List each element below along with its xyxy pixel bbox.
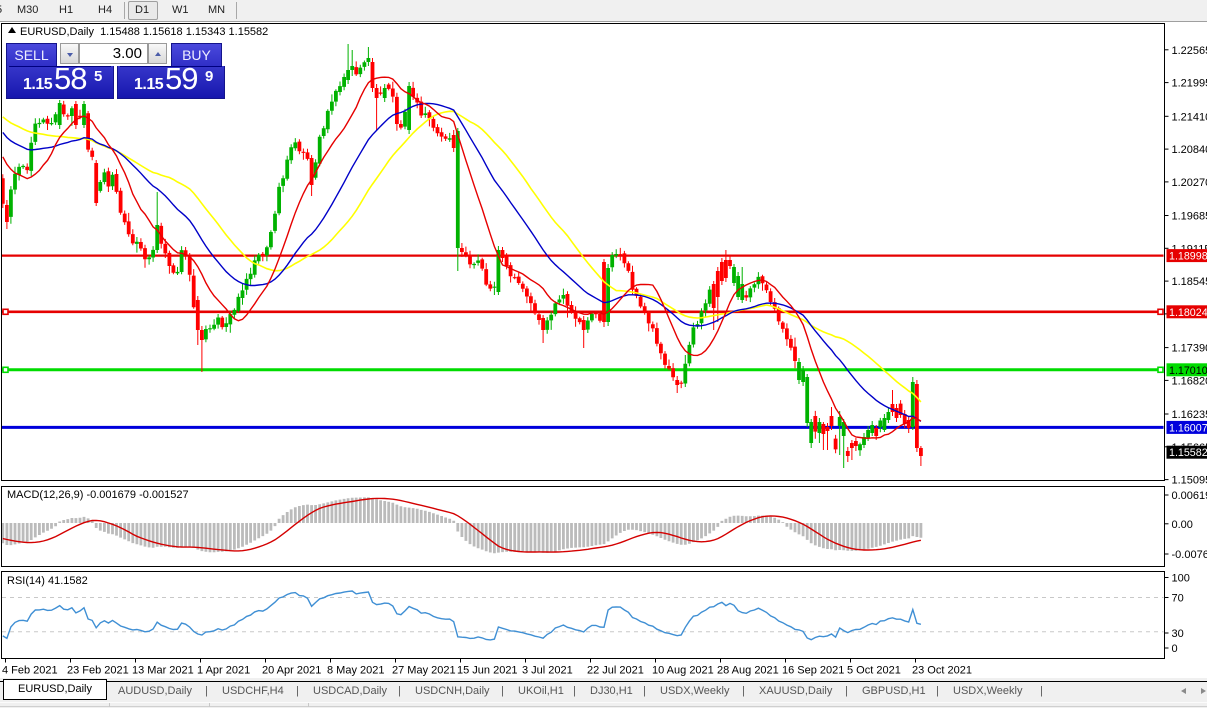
svg-text:20 Apr 2021: 20 Apr 2021 xyxy=(262,665,321,677)
svg-text:23 Oct 2021: 23 Oct 2021 xyxy=(912,665,972,677)
svg-text:1.15582: 1.15582 xyxy=(1169,447,1207,459)
svg-text:1.22565: 1.22565 xyxy=(1172,45,1207,57)
svg-text:EURUSD,Daily 1.15488 1.15618: EURUSD,Daily 1.15488 1.15618 1.15343 1.1… xyxy=(20,26,268,38)
svg-text:23 Feb 2021: 23 Feb 2021 xyxy=(67,665,129,677)
svg-text:22 Jul 2021: 22 Jul 2021 xyxy=(587,665,644,677)
svg-text:8 May 2021: 8 May 2021 xyxy=(327,665,384,677)
svg-text:1.21995: 1.21995 xyxy=(1172,78,1207,90)
svg-text:27 May 2021: 27 May 2021 xyxy=(392,665,456,677)
svg-text:3 Jul 2021: 3 Jul 2021 xyxy=(522,665,573,677)
svg-text:1.17390: 1.17390 xyxy=(1172,343,1207,355)
svg-text:1.18024: 1.18024 xyxy=(1169,307,1207,319)
svg-text:1.18998: 1.18998 xyxy=(1169,251,1207,263)
svg-text:RSI(14) 41.1582: RSI(14) 41.1582 xyxy=(7,575,88,587)
svg-text:15 Jun 2021: 15 Jun 2021 xyxy=(457,665,518,677)
svg-text:10 Aug 2021: 10 Aug 2021 xyxy=(652,665,714,677)
svg-text:70: 70 xyxy=(1172,593,1184,605)
svg-text:1.21410: 1.21410 xyxy=(1172,111,1207,123)
svg-text:1.16820: 1.16820 xyxy=(1172,375,1207,387)
svg-text:-0.007621: -0.007621 xyxy=(1172,549,1207,561)
svg-text:4 Feb 2021: 4 Feb 2021 xyxy=(2,665,58,677)
svg-text:MACD(12,26,9) -0.001679 -0.001: MACD(12,26,9) -0.001679 -0.001527 xyxy=(7,489,189,501)
svg-text:1.18545: 1.18545 xyxy=(1172,276,1207,288)
svg-text:30: 30 xyxy=(1172,628,1184,640)
svg-text:100: 100 xyxy=(1172,573,1190,585)
svg-text:16 Sep 2021: 16 Sep 2021 xyxy=(782,665,844,677)
svg-text:13 Mar 2021: 13 Mar 2021 xyxy=(132,665,194,677)
svg-text:1.17010: 1.17010 xyxy=(1169,365,1207,377)
svg-text:1.16007: 1.16007 xyxy=(1169,422,1207,434)
svg-text:28 Aug 2021: 28 Aug 2021 xyxy=(717,665,779,677)
svg-text:5 Oct 2021: 5 Oct 2021 xyxy=(847,665,901,677)
svg-text:1.16235: 1.16235 xyxy=(1172,409,1207,421)
svg-text:0.00: 0.00 xyxy=(1172,519,1193,531)
svg-text:1.19685: 1.19685 xyxy=(1172,211,1207,223)
svg-text:1.15095: 1.15095 xyxy=(1172,475,1207,487)
svg-text:1 Apr 2021: 1 Apr 2021 xyxy=(197,665,250,677)
svg-text:0.006193: 0.006193 xyxy=(1172,490,1207,502)
svg-text:0: 0 xyxy=(1172,643,1178,655)
svg-text:1.20840: 1.20840 xyxy=(1172,144,1207,156)
svg-text:1.20270: 1.20270 xyxy=(1172,177,1207,189)
